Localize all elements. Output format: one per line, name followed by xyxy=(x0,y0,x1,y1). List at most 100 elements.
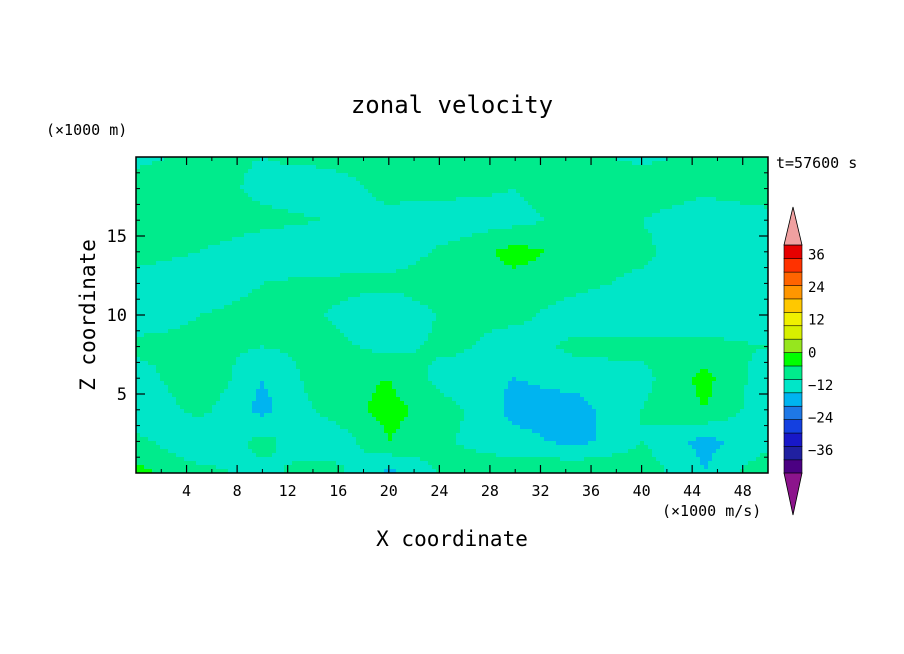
field-cell xyxy=(464,249,469,254)
field-cell xyxy=(396,277,401,282)
field-cell xyxy=(260,193,265,198)
field-cell xyxy=(556,277,561,282)
field-cell xyxy=(172,245,177,250)
field-cell xyxy=(368,193,373,198)
field-cell xyxy=(668,181,673,186)
field-cell xyxy=(320,225,325,230)
field-cell xyxy=(576,189,581,194)
field-cell xyxy=(680,189,685,194)
field-cell xyxy=(744,157,749,162)
field-cell xyxy=(484,269,489,274)
field-cell xyxy=(560,161,565,166)
field-cell xyxy=(728,269,733,274)
field-cell xyxy=(280,233,285,238)
field-cell xyxy=(420,173,425,178)
field-cell xyxy=(432,277,437,282)
field-cell xyxy=(360,209,365,214)
field-cell xyxy=(584,209,589,214)
field-cell xyxy=(324,161,329,166)
field-cell xyxy=(576,261,581,266)
field-cell xyxy=(468,185,473,190)
field-cell xyxy=(192,221,197,226)
field-cell xyxy=(724,205,729,210)
field-cell xyxy=(240,161,245,166)
field-cell xyxy=(692,241,697,246)
field-cell xyxy=(232,257,237,262)
field-cell xyxy=(280,193,285,198)
field-cell xyxy=(716,165,721,170)
field-cell xyxy=(600,229,605,234)
field-cell xyxy=(328,161,333,166)
field-cell xyxy=(660,217,665,222)
field-cell xyxy=(348,221,353,226)
field-cell xyxy=(456,181,461,186)
field-cell xyxy=(648,217,653,222)
field-cell xyxy=(764,157,768,162)
field-cell xyxy=(528,173,533,178)
field-cell xyxy=(708,245,713,250)
field-cell xyxy=(164,261,169,266)
field-cell xyxy=(332,161,337,166)
field-cell xyxy=(268,185,273,190)
field-cell xyxy=(552,201,557,206)
field-cell xyxy=(580,185,585,190)
field-cell xyxy=(660,269,665,274)
field-cell xyxy=(544,173,549,178)
field-cell xyxy=(616,225,621,230)
field-cell xyxy=(436,229,441,234)
field-cell xyxy=(464,189,469,194)
field-cell xyxy=(216,249,221,254)
field-cell xyxy=(432,265,437,270)
field-cell xyxy=(572,269,577,274)
field-cell xyxy=(340,237,345,242)
field-cell xyxy=(424,217,429,222)
field-cell xyxy=(244,157,249,162)
field-cell xyxy=(184,165,189,170)
field-cell xyxy=(252,265,257,270)
field-cell xyxy=(652,249,657,254)
field-cell xyxy=(160,205,165,210)
field-cell xyxy=(180,253,185,258)
field-cell xyxy=(572,157,577,162)
field-cell xyxy=(728,249,733,254)
field-cell xyxy=(348,241,353,246)
field-cell xyxy=(764,241,768,246)
field-cell xyxy=(136,225,141,230)
field-cell xyxy=(756,269,761,274)
field-cell xyxy=(164,217,169,222)
field-cell xyxy=(172,225,177,230)
field-cell xyxy=(252,197,257,202)
field-cell xyxy=(352,249,357,254)
field-cell xyxy=(464,277,469,282)
field-cell xyxy=(716,277,721,282)
field-cell xyxy=(712,237,717,242)
field-cell xyxy=(700,229,705,234)
field-cell xyxy=(524,161,529,166)
field-cell xyxy=(684,201,689,206)
field-cell xyxy=(764,205,768,210)
field-cell xyxy=(148,277,153,282)
field-cell xyxy=(508,249,513,254)
field-cell xyxy=(660,273,665,278)
field-cell xyxy=(576,277,581,282)
field-cell xyxy=(368,265,373,270)
field-cell xyxy=(500,205,505,210)
field-cell xyxy=(284,161,289,166)
field-cell xyxy=(432,185,437,190)
field-cell xyxy=(584,225,589,230)
field-cell xyxy=(224,233,229,238)
field-cell xyxy=(592,157,597,162)
field-cell xyxy=(232,237,237,242)
field-cell xyxy=(276,281,281,286)
field-cell xyxy=(512,169,517,174)
field-cell xyxy=(688,157,693,162)
field-cell xyxy=(180,193,185,198)
field-cell xyxy=(372,225,377,230)
field-cell xyxy=(572,277,577,282)
field-cell xyxy=(236,193,241,198)
field-cell xyxy=(192,253,197,258)
field-cell xyxy=(584,189,589,194)
field-cell xyxy=(716,261,721,266)
field-cell xyxy=(520,241,525,246)
field-cell xyxy=(484,185,489,190)
